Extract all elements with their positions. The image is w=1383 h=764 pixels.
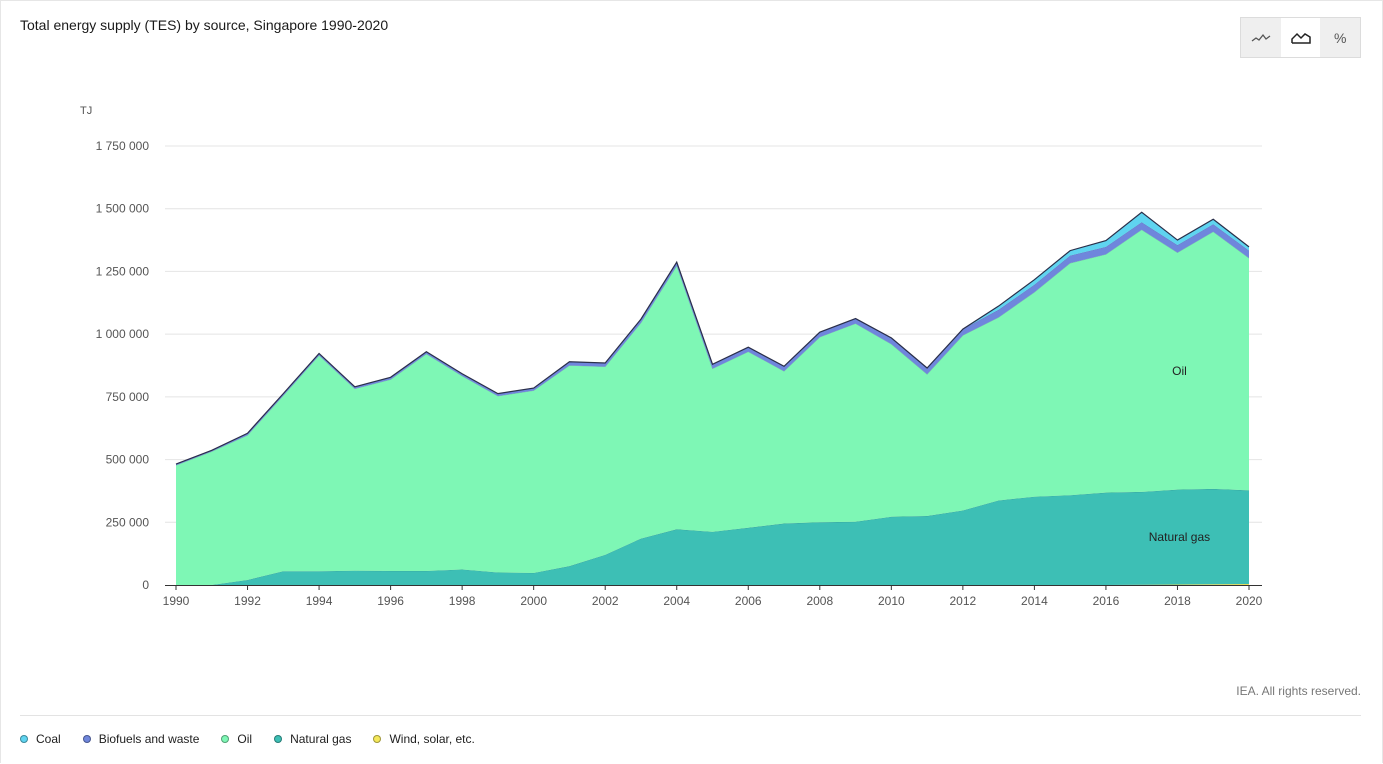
legend-item-natural-gas[interactable]: Natural gas bbox=[274, 732, 351, 746]
copyright-credit: IEA. All rights reserved. bbox=[1236, 684, 1361, 698]
y-tick-label: 500 000 bbox=[106, 453, 150, 467]
legend: Coal Biofuels and waste Oil Natural gas … bbox=[20, 732, 475, 746]
y-axis-unit: TJ bbox=[80, 105, 92, 117]
legend-label: Coal bbox=[36, 732, 61, 746]
x-tick-label: 1998 bbox=[449, 594, 476, 608]
legend-item-wind-solar[interactable]: Wind, solar, etc. bbox=[373, 732, 475, 746]
natural-gas-swatch-icon bbox=[274, 735, 283, 743]
legend-item-oil[interactable]: Oil bbox=[221, 732, 252, 746]
chart-title: Total energy supply (TES) by source, Sin… bbox=[20, 17, 389, 33]
x-tick-label: 2012 bbox=[950, 594, 977, 608]
area-oil[interactable] bbox=[176, 229, 1249, 585]
y-tick-label: 0 bbox=[142, 578, 149, 592]
x-tick-label: 1990 bbox=[163, 594, 190, 608]
percent-icon: % bbox=[1333, 29, 1347, 46]
line-chart-icon bbox=[1251, 33, 1271, 42]
legend-label: Biofuels and waste bbox=[98, 732, 200, 746]
x-tick-label: 2010 bbox=[878, 594, 905, 608]
total-outline bbox=[175, 211, 1250, 465]
y-tick-label: 1 750 000 bbox=[96, 139, 150, 153]
area-chart-icon bbox=[1290, 32, 1311, 44]
x-tick-label: 2014 bbox=[1021, 594, 1048, 608]
coal-swatch-icon bbox=[20, 735, 28, 743]
chart-type-toggle: % bbox=[1240, 17, 1361, 58]
x-tick-label: 1994 bbox=[306, 594, 333, 608]
area-natural-gas[interactable] bbox=[176, 488, 1249, 585]
legend-label: Natural gas bbox=[290, 732, 352, 746]
wind-solar-swatch-icon bbox=[373, 735, 382, 743]
series-label-natural-gas: Natural gas bbox=[1149, 530, 1210, 544]
x-tick-label: 2002 bbox=[592, 594, 619, 608]
y-tick-label: 250 000 bbox=[106, 515, 150, 529]
area-wind-solar-etc[interactable] bbox=[176, 583, 1249, 585]
x-tick-label: 1996 bbox=[377, 594, 404, 608]
x-tick-label: 2020 bbox=[1236, 594, 1263, 608]
legend-label: Oil bbox=[237, 732, 253, 746]
y-tick-label: 1 000 000 bbox=[96, 327, 150, 341]
oil-swatch-icon bbox=[221, 735, 230, 743]
legend-divider bbox=[20, 715, 1361, 716]
legend-label: Wind, solar, etc. bbox=[389, 732, 475, 746]
y-tick-label: 1 250 000 bbox=[96, 264, 150, 278]
x-tick-label: 2004 bbox=[663, 594, 690, 608]
x-tick-label: 2018 bbox=[1164, 594, 1191, 608]
x-tick-label: 1992 bbox=[234, 594, 261, 608]
y-tick-label: 750 000 bbox=[106, 390, 150, 404]
x-tick-label: 2000 bbox=[520, 594, 547, 608]
percent-toggle[interactable]: % bbox=[1320, 18, 1361, 57]
line-chart-toggle[interactable] bbox=[1241, 18, 1281, 57]
y-tick-label: 1 500 000 bbox=[96, 202, 150, 216]
area-chart-toggle[interactable] bbox=[1280, 18, 1321, 57]
x-tick-label: 2008 bbox=[806, 594, 833, 608]
x-tick-label: 2006 bbox=[735, 594, 762, 608]
legend-item-biofuels[interactable]: Biofuels and waste bbox=[82, 732, 200, 746]
biofuels-swatch-icon bbox=[82, 735, 91, 743]
stacked-area-chart: TJ 0 250 000 500 000 750 000 1 000 000 1 250 … bbox=[80, 105, 1263, 608]
x-tick-label: 2016 bbox=[1093, 594, 1120, 608]
series-label-oil: Oil bbox=[1172, 364, 1187, 378]
legend-item-coal[interactable]: Coal bbox=[20, 732, 61, 746]
